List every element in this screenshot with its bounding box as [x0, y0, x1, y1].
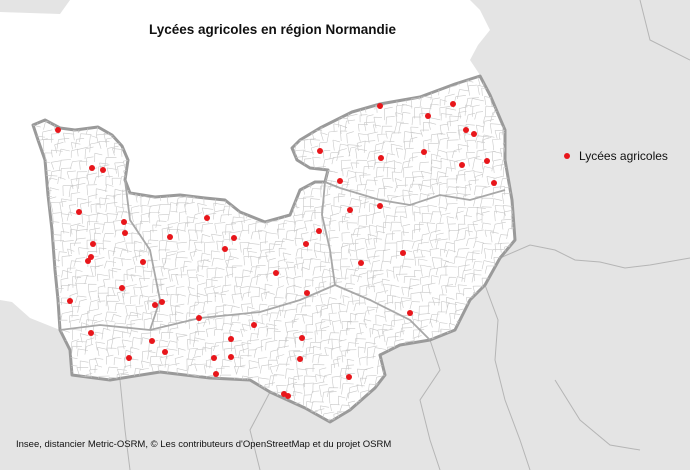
lycee-point: [213, 371, 219, 377]
lycee-point: [76, 209, 82, 215]
lycee-point: [471, 131, 477, 137]
lycee-point: [491, 180, 497, 186]
lycee-point: [251, 322, 257, 328]
lycee-point: [421, 149, 427, 155]
legend-label: Lycées agricoles: [579, 149, 668, 163]
lycee-point: [459, 162, 465, 168]
legend: Lycées agricoles: [564, 149, 668, 163]
lycee-point: [126, 355, 132, 361]
lycee-point: [273, 270, 279, 276]
lycee-point: [88, 330, 94, 336]
lycee-point: [378, 155, 384, 161]
lycee-point: [85, 258, 91, 264]
lycee-point: [162, 349, 168, 355]
lycee-point: [304, 290, 310, 296]
lycee-point: [346, 374, 352, 380]
lycee-point: [285, 393, 291, 399]
lycee-point: [100, 167, 106, 173]
lycee-point: [222, 246, 228, 252]
lycee-point: [204, 215, 210, 221]
lycee-point: [228, 354, 234, 360]
lycee-point: [149, 338, 155, 344]
lycee-point: [121, 219, 127, 225]
lycee-point: [317, 148, 323, 154]
lycee-point: [297, 356, 303, 362]
lycee-point: [377, 103, 383, 109]
lycee-point: [196, 315, 202, 321]
lycee-point: [67, 298, 73, 304]
map-title: Lycées agricoles en région Normandie: [148, 22, 397, 37]
lycee-point: [463, 127, 469, 133]
lycee-point: [425, 113, 431, 119]
lycee-point: [211, 355, 217, 361]
lycee-point: [167, 234, 173, 240]
lycee-point: [231, 235, 237, 241]
lycee-point: [407, 310, 413, 316]
lycee-point: [228, 336, 234, 342]
lycee-point: [377, 203, 383, 209]
lycee-point: [122, 230, 128, 236]
lycee-point: [55, 127, 61, 133]
lycee-point: [347, 207, 353, 213]
lycee-point: [484, 158, 490, 164]
lycee-point: [316, 228, 322, 234]
lycee-point: [303, 241, 309, 247]
lycee-point: [337, 178, 343, 184]
lycee-point: [89, 165, 95, 171]
lycee-point: [152, 302, 158, 308]
lycee-point: [159, 299, 165, 305]
lycee-point: [299, 335, 305, 341]
lycee-point: [90, 241, 96, 247]
lycee-point: [119, 285, 125, 291]
lycees-points: [55, 101, 497, 399]
lycee-point: [400, 250, 406, 256]
lycee-point: [140, 259, 146, 265]
lycee-point: [358, 260, 364, 266]
legend-point-icon: [564, 153, 570, 159]
lycee-point: [450, 101, 456, 107]
source-note: Insee, distancier Metric-OSRM, © Les con…: [16, 439, 392, 450]
